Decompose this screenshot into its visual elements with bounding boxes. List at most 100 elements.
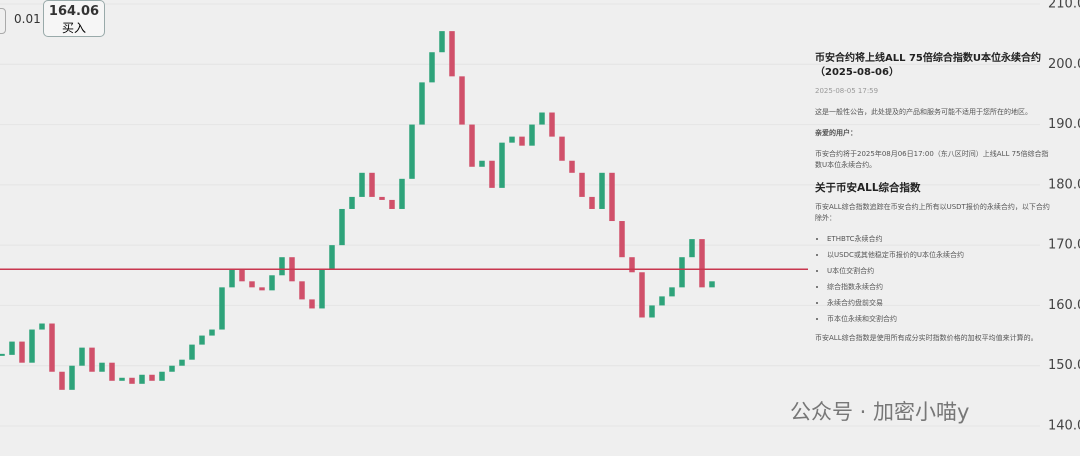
candle bbox=[469, 124, 475, 167]
candle bbox=[619, 221, 625, 258]
candle bbox=[699, 239, 705, 288]
candle bbox=[199, 335, 205, 345]
candle bbox=[319, 269, 325, 309]
candle bbox=[659, 296, 665, 306]
greeting: 亲爱的用户： bbox=[815, 129, 857, 137]
candle bbox=[379, 196, 385, 200]
candle bbox=[449, 31, 455, 77]
y-tick-label: 200.00 bbox=[1048, 57, 1080, 72]
bullet-list: ETHBTC永续合约以USDC或其他稳定币报价的U本位永续合约 U本位交割合约综合… bbox=[815, 234, 1055, 325]
candle bbox=[59, 371, 65, 390]
article-date: 2025-08-05 17:59 bbox=[815, 87, 879, 95]
candle bbox=[269, 275, 275, 291]
article-title: 币安合约将上线ALL 75倍综合指数U本位永续合约（2025-08-06） bbox=[815, 53, 1042, 78]
buy-price: 164.06 bbox=[48, 4, 100, 19]
candle bbox=[389, 199, 395, 209]
candle bbox=[559, 136, 565, 161]
y-tick-label: 180.00 bbox=[1048, 177, 1080, 192]
notice: 这是一般性公告，此处提及的产品和服务可能不适用于您所在的地区。 bbox=[815, 108, 1032, 116]
candle bbox=[299, 281, 305, 300]
candle bbox=[309, 299, 315, 309]
footer: 币安ALL综合指数是使用所有成分实时指数价格的加权平均值来计算的。 bbox=[815, 334, 1038, 342]
candle bbox=[529, 124, 535, 146]
candle bbox=[419, 82, 425, 125]
candle bbox=[689, 239, 695, 258]
candle bbox=[569, 160, 575, 173]
bullet: 以USDC或其他稳定币报价的U本位永续合约 bbox=[827, 250, 1055, 261]
candle bbox=[679, 257, 685, 288]
candle bbox=[129, 377, 135, 384]
y-tick-label: 160.00 bbox=[1048, 298, 1080, 313]
bullet: 综合指数永续合约 bbox=[827, 282, 1055, 293]
candle bbox=[69, 365, 75, 390]
y-tick-label: 170.00 bbox=[1048, 238, 1080, 253]
candle bbox=[349, 196, 355, 209]
announcement: 币安合约将上线ALL 75倍综合指数U本位永续合约（2025-08-06） 20… bbox=[815, 52, 1055, 354]
candle bbox=[459, 76, 465, 125]
candle bbox=[29, 329, 35, 363]
candle bbox=[109, 362, 115, 381]
candle bbox=[99, 362, 105, 372]
candle bbox=[359, 172, 365, 197]
candle bbox=[499, 142, 505, 188]
candle bbox=[709, 281, 715, 288]
candle bbox=[639, 272, 645, 318]
candle bbox=[489, 160, 495, 188]
candle bbox=[479, 160, 485, 167]
candle bbox=[589, 196, 595, 209]
candle bbox=[189, 344, 195, 360]
candle bbox=[139, 374, 145, 384]
candle bbox=[279, 257, 285, 276]
buy-label: 买入 bbox=[61, 21, 86, 35]
candle bbox=[49, 323, 55, 372]
step: 0.01 bbox=[14, 12, 41, 26]
bullet: ETHBTC永续合约 bbox=[827, 234, 1055, 245]
y-tick-label: 210.00 bbox=[1048, 0, 1080, 12]
candle bbox=[339, 208, 345, 246]
candle bbox=[179, 359, 185, 366]
candle bbox=[149, 374, 155, 381]
candle bbox=[229, 269, 235, 288]
candle bbox=[9, 341, 15, 355]
candle bbox=[599, 172, 605, 209]
candle bbox=[329, 245, 335, 270]
candle bbox=[399, 178, 405, 209]
candle bbox=[629, 257, 635, 273]
candle bbox=[579, 172, 585, 197]
candle bbox=[39, 323, 45, 330]
candle bbox=[119, 377, 125, 381]
intro: 币安ALL综合指数追踪在币安合约上所有以USDT报价的永续合约，以下合约除外： bbox=[815, 203, 1050, 222]
candle bbox=[429, 52, 435, 83]
candle bbox=[209, 329, 215, 336]
y-tick-label: 190.00 bbox=[1048, 117, 1080, 132]
candle bbox=[519, 136, 525, 146]
candle bbox=[19, 341, 25, 363]
candle bbox=[669, 287, 675, 297]
candle bbox=[169, 365, 175, 372]
heading: 关于币安ALL综合指数 bbox=[815, 182, 921, 194]
watermark: 公众号 · 加密小喵y bbox=[790, 400, 970, 424]
candle bbox=[509, 136, 515, 143]
left-button[interactable] bbox=[0, 8, 6, 34]
candle bbox=[159, 371, 165, 381]
bullet: U本位交割合约 bbox=[827, 266, 1055, 277]
candle bbox=[259, 287, 265, 291]
y-tick-label: 140.00 bbox=[1048, 419, 1080, 434]
candle bbox=[89, 347, 95, 372]
candle bbox=[549, 112, 555, 137]
bullet: 永续合约盘前交易 bbox=[827, 298, 1055, 309]
candle bbox=[439, 31, 445, 53]
candle bbox=[219, 287, 225, 330]
candle bbox=[239, 269, 245, 282]
buy-button[interactable]: 164.06 买入 bbox=[43, 0, 105, 37]
candle bbox=[369, 172, 375, 197]
candle bbox=[609, 172, 615, 222]
bullet: 币本位永续和交割合约 bbox=[827, 314, 1055, 325]
candle bbox=[249, 281, 255, 288]
candle bbox=[539, 112, 545, 125]
candle bbox=[409, 124, 415, 179]
candle bbox=[649, 305, 655, 318]
y-tick-label: 150.00 bbox=[1048, 358, 1080, 373]
